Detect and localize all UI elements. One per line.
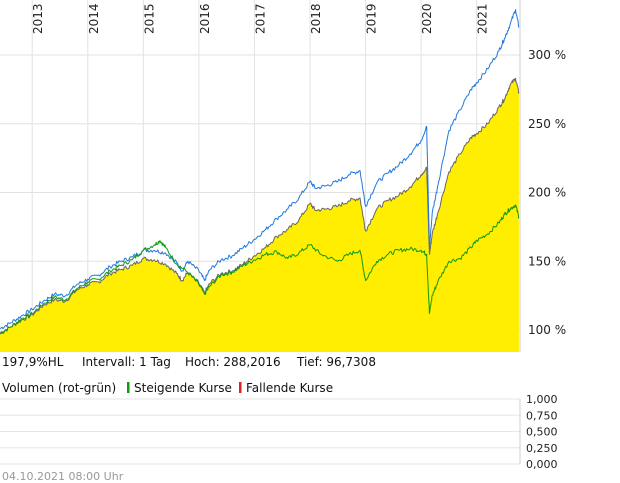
falling-legend-label: Fallende Kurse xyxy=(246,381,333,395)
volume-grid xyxy=(0,398,521,465)
grey-line xyxy=(0,77,520,334)
volume-tick-label: 0,750 xyxy=(526,409,558,422)
year-labels: 2013 2014 2015 2016 2017 2018 2019 2020 2021 xyxy=(31,3,489,34)
year-label-2019: 2019 xyxy=(365,3,379,34)
falling-legend-marker xyxy=(239,382,242,393)
green-line xyxy=(0,204,520,335)
rising-legend-marker xyxy=(127,382,130,393)
series-group xyxy=(0,9,520,353)
year-label-2014: 2014 xyxy=(87,3,101,34)
yellow-area-fill xyxy=(0,78,519,353)
y-tick-label: 300 % xyxy=(528,48,566,62)
year-label-2018: 2018 xyxy=(309,3,323,34)
info-value: 197,9%HL xyxy=(2,355,64,369)
info-high: Hoch: 288,2016 xyxy=(185,355,281,369)
y-tick-labels: 300 % 250 % 200 % 150 % 100 % xyxy=(528,48,566,337)
year-label-2013: 2013 xyxy=(31,3,45,34)
y-tick-label: 250 % xyxy=(528,117,566,131)
timestamp: 04.10.2021 08:00 Uhr xyxy=(2,470,124,483)
blue-line xyxy=(0,9,520,330)
year-label-2017: 2017 xyxy=(253,3,267,34)
y-tick-label: 100 % xyxy=(528,323,566,337)
y-tick-label: 200 % xyxy=(528,186,566,200)
year-label-2015: 2015 xyxy=(142,3,156,34)
info-low: Tief: 96,7308 xyxy=(296,355,376,369)
volume-tick-label: 0,250 xyxy=(526,442,558,455)
volume-tick-labels: 1,000 0,750 0,500 0,250 0,000 xyxy=(526,393,558,471)
volume-label: Volumen (rot-grün) xyxy=(2,381,116,395)
year-label-2016: 2016 xyxy=(198,3,212,34)
rising-legend-label: Steigende Kurse xyxy=(134,381,232,395)
info-interval: Intervall: 1 Tag xyxy=(82,355,171,369)
volume-tick-label: 0,000 xyxy=(526,458,558,471)
volume-tick-label: 1,000 xyxy=(526,393,558,406)
volume-tick-label: 0,500 xyxy=(526,426,558,439)
y-tick-label: 150 % xyxy=(528,254,566,268)
year-label-2020: 2020 xyxy=(420,3,434,34)
year-label-2021: 2021 xyxy=(476,3,490,34)
